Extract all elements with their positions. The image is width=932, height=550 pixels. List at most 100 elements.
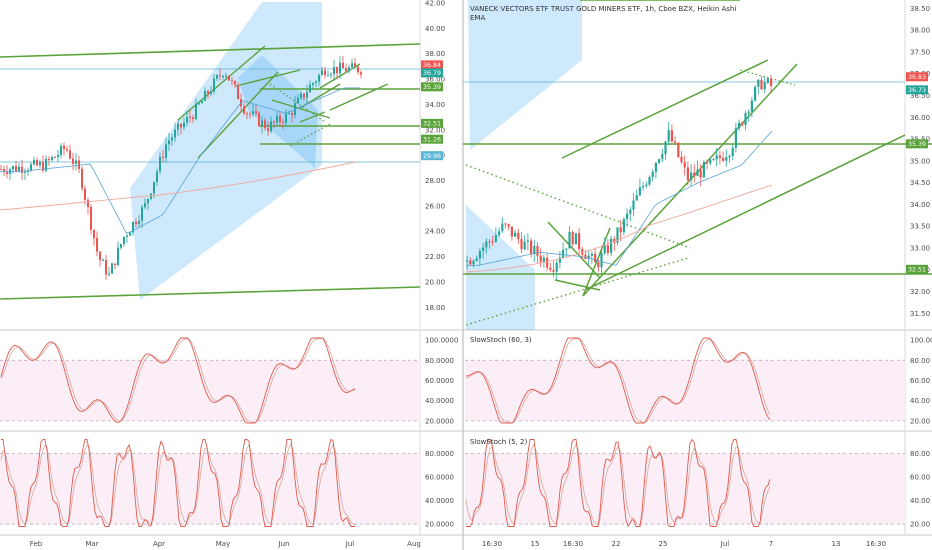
candle bbox=[578, 233, 581, 249]
candle bbox=[90, 206, 92, 230]
trend-line bbox=[554, 279, 601, 291]
osc-band bbox=[465, 360, 905, 421]
candle bbox=[345, 68, 347, 72]
candle bbox=[520, 239, 523, 250]
candle bbox=[546, 257, 549, 268]
y-tick-label: 35.00 bbox=[910, 157, 930, 165]
candle bbox=[216, 75, 218, 79]
x-tick-label: 25 bbox=[659, 540, 668, 548]
candle bbox=[342, 62, 344, 69]
candle bbox=[129, 232, 131, 236]
candle bbox=[309, 84, 311, 93]
candle bbox=[213, 78, 215, 92]
y-tick-label: 34.00 bbox=[425, 101, 445, 109]
candle bbox=[156, 171, 158, 182]
x-tick-label: 7 bbox=[769, 540, 773, 548]
candle bbox=[469, 260, 472, 265]
ema-line bbox=[0, 161, 356, 211]
candle bbox=[291, 113, 293, 116]
candle bbox=[333, 66, 335, 75]
candle bbox=[757, 79, 760, 87]
osc-tick-label: 80.0000 bbox=[425, 357, 454, 365]
candle bbox=[174, 129, 176, 138]
osc-band bbox=[0, 360, 420, 421]
candle bbox=[533, 246, 536, 255]
candle bbox=[300, 93, 302, 98]
candle bbox=[642, 185, 645, 188]
candle bbox=[192, 117, 194, 120]
channel-fill bbox=[468, 0, 582, 150]
osc-tick-label: 40.00 bbox=[910, 497, 930, 505]
candle bbox=[619, 227, 622, 233]
osc-tick-label: 20.0000 bbox=[425, 417, 454, 425]
y-tick-label: 32.00 bbox=[425, 126, 445, 134]
candle bbox=[123, 236, 125, 244]
oscillators bbox=[0, 337, 905, 527]
candle bbox=[21, 166, 23, 173]
candle bbox=[339, 62, 341, 74]
candle bbox=[722, 158, 725, 161]
candle bbox=[48, 158, 50, 161]
candle bbox=[63, 145, 65, 150]
candle bbox=[180, 123, 182, 128]
candles bbox=[0, 55, 773, 281]
candle bbox=[45, 158, 47, 171]
candle bbox=[324, 70, 326, 76]
candle bbox=[574, 233, 577, 245]
candle bbox=[616, 227, 619, 243]
candle bbox=[552, 269, 555, 272]
candle bbox=[482, 247, 485, 251]
candle bbox=[629, 209, 632, 214]
candle bbox=[747, 111, 750, 114]
ema-line bbox=[466, 130, 773, 266]
trend-line bbox=[582, 227, 611, 297]
y-tick-label: 36.00 bbox=[910, 114, 930, 122]
y-tick-label: 22.00 bbox=[425, 253, 445, 261]
candle bbox=[207, 91, 209, 94]
chart-title: VANECK VECTORS ETF TRUST GOLD MINERS ETF… bbox=[470, 5, 736, 13]
candle bbox=[225, 75, 227, 77]
price-badge bbox=[421, 68, 443, 78]
stoch-d-line bbox=[0, 443, 356, 526]
candle bbox=[297, 97, 299, 104]
candle bbox=[494, 235, 497, 242]
stoch-k-line bbox=[1, 438, 355, 527]
x-tick-label: Jul bbox=[720, 540, 730, 548]
candle bbox=[770, 78, 773, 86]
candle bbox=[15, 166, 17, 172]
candle bbox=[670, 130, 673, 142]
candle bbox=[252, 111, 254, 115]
candle bbox=[117, 247, 119, 266]
candle bbox=[594, 253, 597, 263]
osc-tick-label: 100.00 bbox=[910, 337, 932, 345]
trend-line bbox=[547, 221, 601, 279]
candle bbox=[680, 156, 683, 163]
candle bbox=[654, 162, 657, 172]
osc-tick-label: 20.00 bbox=[910, 521, 930, 529]
x-tick-label: 22 bbox=[612, 540, 621, 548]
candle bbox=[303, 93, 305, 98]
candle bbox=[530, 240, 533, 255]
candle bbox=[510, 226, 513, 237]
x-tick-label: May bbox=[216, 540, 230, 548]
y-tick-label: 34.50 bbox=[910, 179, 930, 187]
y-tick-label: 20.00 bbox=[425, 278, 445, 286]
candle bbox=[706, 162, 709, 164]
candle bbox=[683, 162, 686, 168]
y-tick-label: 26.00 bbox=[425, 202, 445, 210]
osc-tick-label: 20.0000 bbox=[425, 521, 454, 529]
y-tick-label: 32.00 bbox=[910, 288, 930, 296]
osc-tick-label: 60.0000 bbox=[425, 474, 454, 482]
candle bbox=[466, 260, 469, 262]
x-tick-label: 16:30 bbox=[563, 540, 583, 548]
candle bbox=[237, 84, 239, 100]
candle bbox=[105, 260, 107, 275]
y-tick-label: 24.00 bbox=[425, 228, 445, 236]
candle bbox=[562, 249, 565, 258]
y-tick-label: 33.00 bbox=[910, 244, 930, 252]
candle bbox=[210, 91, 212, 94]
candle bbox=[0, 169, 2, 171]
osc-tick-label: 80.0000 bbox=[425, 450, 454, 458]
